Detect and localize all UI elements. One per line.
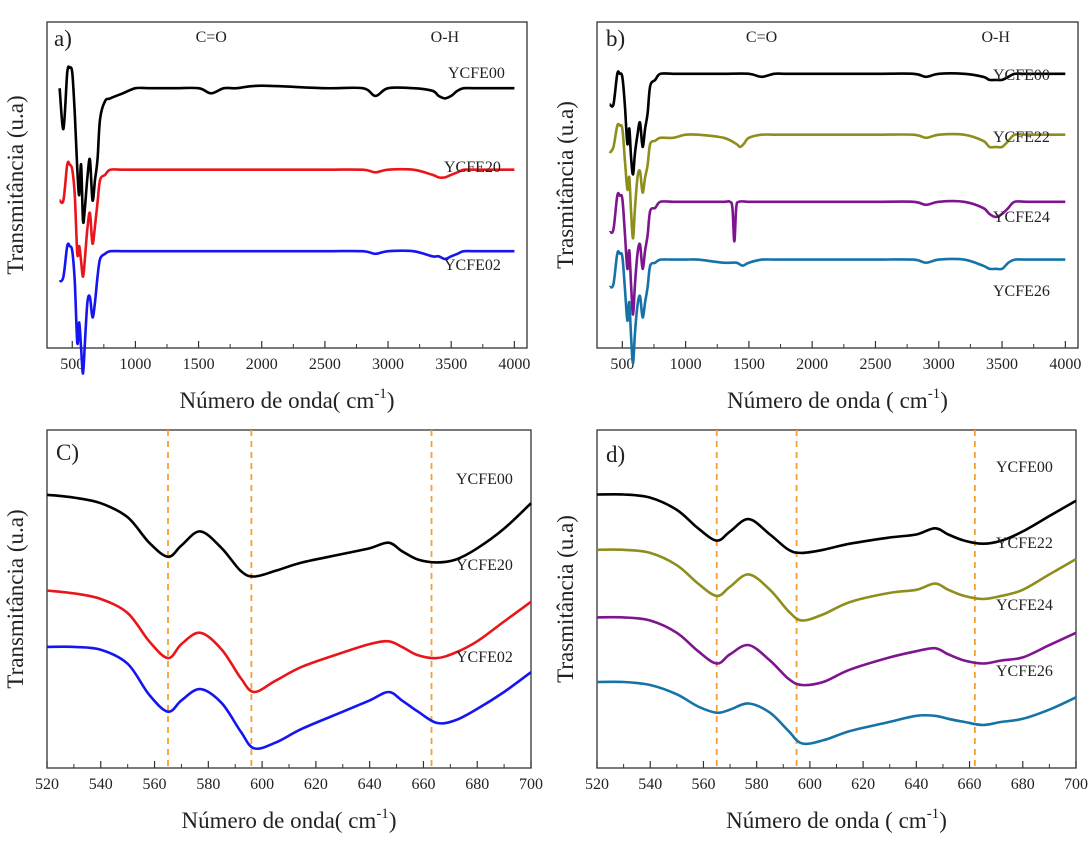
x-tick-label: 540	[89, 776, 113, 793]
x-axis-label-text: Número de onda ( cm	[726, 808, 927, 833]
x-tick-label: 680	[465, 776, 489, 793]
y-axis-label: Transmitância (u.a)	[3, 95, 28, 274]
x-tick-label: 500	[610, 356, 634, 373]
x-tick-label: 1000	[119, 356, 151, 373]
x-tick-label: 700	[1064, 776, 1088, 793]
panel-label: C)	[56, 440, 79, 465]
x-axis-label: Número de onda ( cm-1)	[727, 386, 948, 413]
series-label: YCFE22	[996, 535, 1053, 552]
x-tick-label: 2500	[309, 356, 341, 373]
series-line-ycfe00	[58, 65, 515, 225]
series-line-ycfe00	[608, 70, 1066, 176]
band-annotation: C=O	[746, 29, 777, 46]
x-tick-label: 700	[519, 776, 543, 793]
series-label: YCFE26	[993, 283, 1050, 300]
series-label: YCFE00	[996, 459, 1053, 476]
x-axis-label-text: Número de onda( cm	[182, 808, 377, 833]
x-tick-label: 520	[35, 776, 59, 793]
plot-frame	[46, 21, 528, 349]
series-line-ycfe20	[46, 589, 532, 694]
x-tick-label: 640	[358, 776, 382, 793]
x-tick-label: 4000	[498, 356, 530, 373]
panel-label: b)	[606, 26, 625, 51]
x-axis-label: Número de onda( cm-1)	[182, 806, 397, 833]
x-tick-label: 560	[691, 776, 715, 793]
series-line-ycfe26	[608, 249, 1066, 365]
series-line-ycfe24	[608, 191, 1066, 316]
x-axis-label-text: Número de onda( cm	[180, 388, 375, 413]
series-label: YCFE02	[456, 649, 513, 666]
x-tick-label: 1500	[183, 356, 215, 373]
series-label: YCFE20	[444, 159, 501, 176]
series-label: YCFE02	[444, 257, 501, 274]
plot-frame	[596, 21, 1079, 349]
y-axis-label: Trasmitância (u.a)	[553, 101, 578, 269]
band-annotation: O-H	[982, 29, 1011, 46]
x-tick-label: 600	[798, 776, 822, 793]
series-line-ycfe02	[46, 645, 532, 751]
series-line-ycfe24	[596, 615, 1077, 687]
series-label: YCFE00	[456, 471, 513, 488]
series-label: YCFE24	[996, 597, 1053, 614]
x-tick-label: 660	[411, 776, 435, 793]
x-tick-label: 500	[60, 356, 84, 373]
x-tick-label: 620	[851, 776, 875, 793]
series-line-ycfe22	[596, 548, 1077, 622]
x-axis-label-close: )	[939, 808, 947, 833]
x-axis-label-sup: -1	[927, 806, 940, 822]
band-annotation: O-H	[431, 29, 460, 46]
panel-label: d)	[606, 442, 625, 467]
x-tick-label: 2500	[859, 356, 891, 373]
x-tick-label: 620	[304, 776, 328, 793]
x-tick-label: 2000	[246, 356, 278, 373]
x-tick-label: 3500	[435, 356, 467, 373]
series-line-ycfe00	[596, 492, 1077, 555]
panel-1: 500 1000 1500 2000 2500 3000 3500 4000 Número de…	[3, 21, 530, 413]
x-axis-label-sup: -1	[928, 386, 941, 402]
x-tick-label: 3000	[372, 356, 404, 373]
band-annotation: C=O	[196, 29, 227, 46]
y-axis-label: Trasmitância (u.a)	[553, 515, 578, 683]
series-label: YCFE20	[456, 557, 513, 574]
series-label: YCFE26	[996, 663, 1053, 680]
x-tick-label: 2000	[796, 356, 828, 373]
series-line-ycfe20	[58, 160, 515, 279]
x-tick-label: 580	[745, 776, 769, 793]
x-tick-label: 4000	[1049, 356, 1081, 373]
series-line-ycfe26	[596, 680, 1077, 746]
x-axis-label: Número de onda ( cm-1)	[726, 806, 947, 833]
panel-label: a)	[54, 26, 72, 51]
series-line-ycfe00	[46, 493, 532, 578]
x-axis-label-close: )	[387, 388, 395, 413]
series-label: YCFE00	[993, 67, 1050, 84]
x-axis-label-close: )	[940, 388, 948, 413]
x-tick-label: 680	[1011, 776, 1035, 793]
series-label: YCFE24	[993, 209, 1050, 226]
x-tick-label: 600	[250, 776, 274, 793]
x-tick-label: 540	[638, 776, 662, 793]
x-tick-label: 520	[585, 776, 609, 793]
x-axis-label-text: Número de onda ( cm	[727, 388, 928, 413]
x-tick-label: 560	[143, 776, 167, 793]
x-tick-label: 3500	[986, 356, 1018, 373]
x-axis-label: Número de onda( cm-1)	[180, 386, 395, 413]
x-tick-label: 580	[196, 776, 220, 793]
series-label: YCFE22	[993, 129, 1050, 146]
panel-4: 520 540 560 580 600 620 640 660 680 700 Número de …	[553, 429, 1088, 833]
series-line-ycfe02	[58, 242, 515, 375]
x-tick-label: 3000	[923, 356, 955, 373]
panel-2: 500 1000 1500 2000 2500 3000 3500 4000 Número de…	[553, 21, 1081, 413]
x-axis-label-sup: -1	[376, 806, 389, 822]
x-axis-label-sup: -1	[374, 386, 387, 402]
x-tick-label: 660	[958, 776, 982, 793]
y-axis-label: Transmitância (u.a)	[3, 509, 28, 688]
x-axis-label-close: )	[389, 808, 397, 833]
series-label: YCFE00	[448, 65, 505, 82]
x-tick-label: 1500	[733, 356, 765, 373]
series-line-ycfe22	[608, 122, 1066, 240]
panel-3: 520 540 560 580 600 620 640 660 680 700 Número de …	[3, 429, 543, 833]
x-tick-label: 1000	[670, 356, 702, 373]
x-tick-label: 640	[904, 776, 928, 793]
